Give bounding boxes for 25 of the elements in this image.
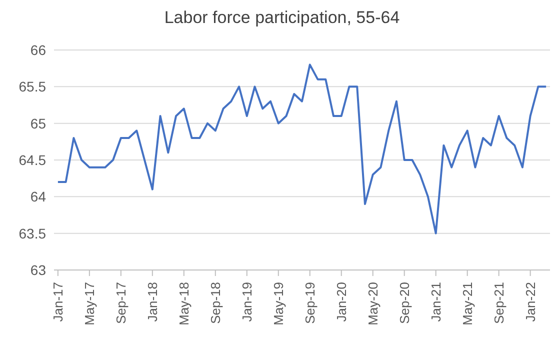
x-tick-label: Sep-19 xyxy=(302,282,318,324)
x-tick-label: Jan-20 xyxy=(334,282,349,322)
x-tick-label: May-17 xyxy=(82,282,97,326)
x-tick-label: Jan-17 xyxy=(50,282,66,322)
y-tick-label: 66 xyxy=(30,42,46,58)
y-tick-label: 65.5 xyxy=(18,78,46,95)
y-tick-label: 63.5 xyxy=(18,225,46,242)
x-tick-label: May-21 xyxy=(460,282,475,326)
x-tick-label: Sep-17 xyxy=(113,282,128,324)
y-tick-label: 64 xyxy=(30,188,46,205)
x-tick-label: May-19 xyxy=(270,282,286,326)
x-tick-label: Sep-20 xyxy=(396,282,412,324)
x-tick-label: Sep-21 xyxy=(491,282,506,324)
x-tick-label: Sep-18 xyxy=(208,282,223,324)
x-tick-label: May-18 xyxy=(176,282,192,326)
x-tick-label: Jan-21 xyxy=(428,282,444,322)
y-tick-label: 63 xyxy=(30,262,46,278)
x-tick-label: Jan-22 xyxy=(522,282,538,322)
x-tick-label: May-20 xyxy=(365,282,380,326)
line-series xyxy=(56,64,548,234)
x-tick-label: Jan-19 xyxy=(239,282,254,322)
y-tick-label: 65 xyxy=(30,115,46,132)
x-tick-label: Jan-18 xyxy=(144,282,160,322)
y-tick-label: 64.5 xyxy=(18,152,46,168)
chart-title: Labor force participation, 55-64 xyxy=(163,8,401,28)
